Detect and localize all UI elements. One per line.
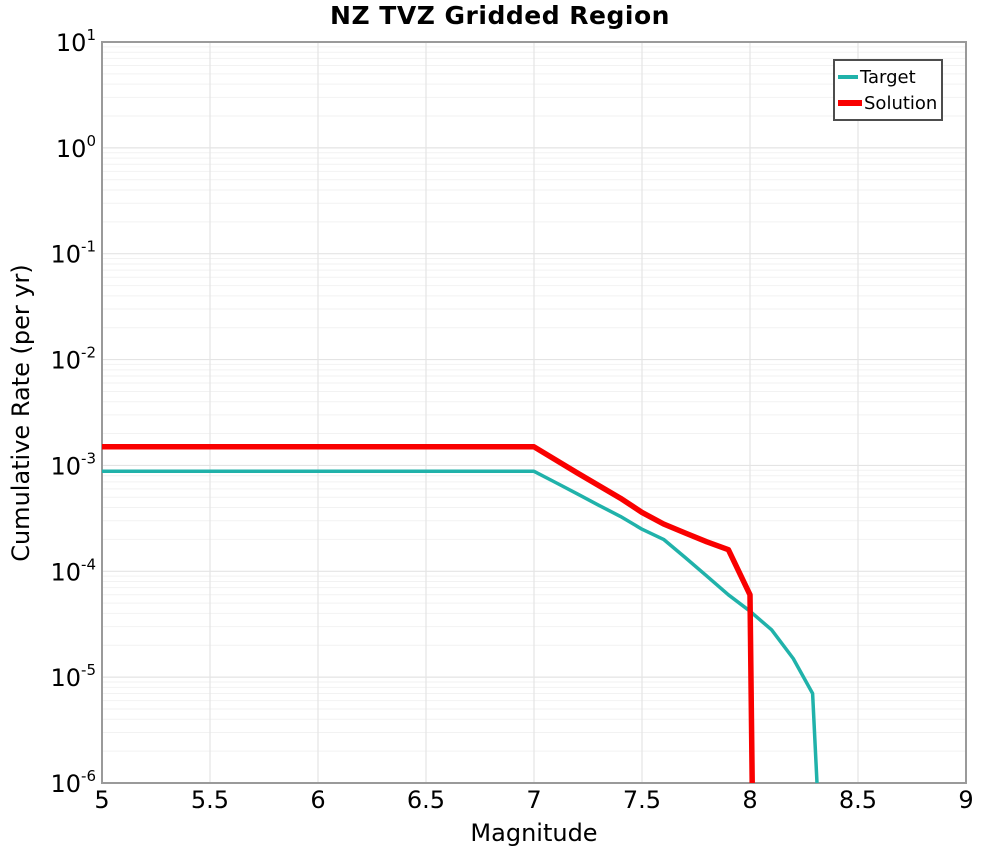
solution-series-line — [102, 444, 755, 784]
y-tick-label: 100 — [56, 132, 96, 163]
y-tick-label: 10-6 — [50, 767, 96, 798]
legend-label: Solution — [864, 92, 938, 114]
legend-item-target: Target — [838, 64, 937, 90]
x-tick-label: 8.5 — [839, 786, 877, 814]
target-series-line — [102, 469, 819, 784]
y-tick-label: 10-3 — [50, 449, 96, 480]
x-tick-label: 6.5 — [407, 786, 445, 814]
legend-label: Target — [860, 66, 916, 88]
legend: Target Solution — [833, 59, 943, 121]
y-tick-label: 10-4 — [50, 555, 96, 586]
solution-legend-line — [838, 100, 862, 106]
x-tick-label: 8 — [742, 786, 757, 814]
y-tick-label: 10-1 — [50, 238, 96, 269]
y-tick-label: 101 — [56, 26, 96, 57]
legend-item-solution: Solution — [838, 90, 937, 116]
x-tick-label: 5 — [94, 786, 109, 814]
x-tick-label: 9 — [958, 786, 973, 814]
x-tick-label: 7.5 — [623, 786, 661, 814]
x-tick-label: 5.5 — [191, 786, 229, 814]
x-tick-label: 7 — [526, 786, 541, 814]
target-legend-line — [838, 75, 858, 79]
y-axis-label: Cumulative Rate (per yr) — [7, 264, 35, 562]
y-tick-label: 10-5 — [50, 661, 96, 692]
axes-frame — [101, 41, 967, 784]
y-tick-label: 10-2 — [50, 344, 96, 375]
x-tick-label: 6 — [310, 786, 325, 814]
x-axis-label: Magnitude — [470, 819, 598, 847]
chart-title: NZ TVZ Gridded Region — [330, 1, 670, 30]
